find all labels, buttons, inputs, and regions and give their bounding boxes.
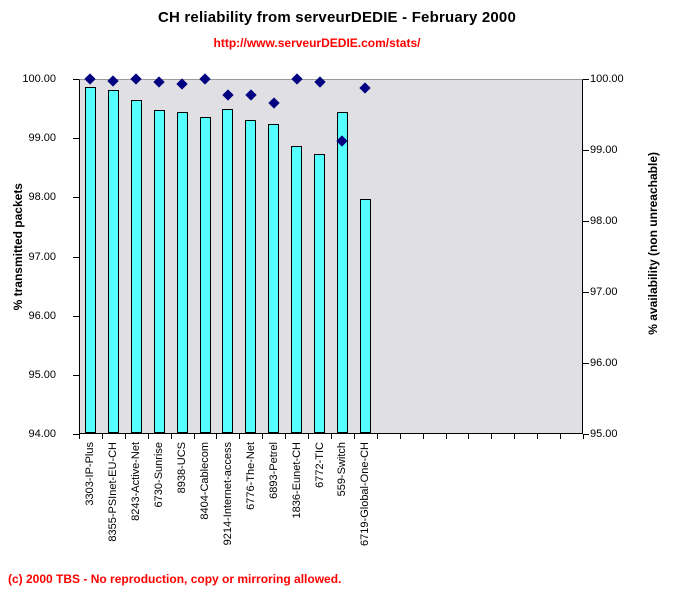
left-axis-tick: [73, 315, 79, 317]
x-axis-tick: [262, 434, 264, 439]
x-axis-tick: [376, 434, 378, 439]
copyright-notice: (c) 2000 TBS - No reproduction, copy or …: [8, 572, 342, 586]
bar-6772-TIC: [314, 154, 326, 433]
x-axis-tick: [331, 434, 332, 439]
left-axis-tick-label: 100.00: [22, 73, 56, 85]
x-axis-tick: [491, 434, 493, 439]
category-label: 9214-Internet-access: [221, 442, 234, 546]
category-label: 1836-Eunet-CH: [290, 442, 303, 519]
right-axis-tick-label: 95.00: [590, 428, 618, 440]
bar-6776-The-Net: [245, 119, 257, 433]
category-label: 8243-Active-Net: [130, 442, 143, 521]
bar-8355-PSInet-EU-CH: [107, 90, 119, 433]
left-axis-tick-label: 98.00: [28, 191, 56, 204]
left-axis-tick-label: 96.00: [28, 309, 56, 322]
x-axis-tick: [308, 434, 310, 439]
left-axis-tick: [73, 256, 79, 258]
category-label: 8938-UCS: [176, 442, 189, 494]
bar-1836-Eunet-CH: [291, 146, 303, 433]
right-axis-tick-label: 96.00: [590, 357, 618, 369]
left-axis-tick: [73, 434, 79, 435]
right-axis-tick: [583, 150, 589, 151]
bar-3303-IP-Plus: [84, 87, 96, 433]
x-axis-tick: [101, 434, 103, 439]
x-axis-tick: [537, 434, 539, 439]
right-axis-tick: [583, 79, 589, 80]
right-axis-tick: [583, 363, 589, 364]
left-axis-tick: [73, 79, 79, 80]
right-axis-title: % availability (non unreachable): [646, 152, 660, 335]
x-axis-tick: [124, 434, 126, 439]
right-axis-tick: [583, 221, 589, 222]
left-axis-tick: [73, 197, 79, 199]
bar-8243-Active-Net: [130, 99, 142, 433]
x-axis-tick: [583, 434, 584, 439]
x-axis-tick: [514, 434, 516, 439]
category-label: 559-Switch: [336, 442, 349, 497]
left-axis-tick-label: 97.00: [28, 250, 56, 263]
category-label: 3303-IP-Plus: [84, 442, 97, 506]
x-axis-tick: [79, 434, 80, 439]
right-axis-tick-label: 97.00: [590, 286, 618, 298]
x-axis-tick: [468, 434, 470, 439]
bar-9214-Internet-access: [222, 109, 234, 433]
x-axis-tick: [285, 434, 287, 439]
left-axis-tick: [73, 138, 79, 140]
left-axis-tick-label: 99.00: [28, 132, 56, 145]
bar-8938-UCS: [176, 111, 188, 433]
category-label: 6730-Sunrise: [153, 442, 166, 508]
bar-6893-Petrel: [268, 123, 280, 433]
stats-url: http://www.serveurDEDIE.com/stats/: [213, 36, 421, 50]
x-axis-tick: [193, 434, 195, 439]
left-axis-tick: [73, 374, 79, 376]
category-label: 6772-TIC: [313, 442, 326, 488]
right-axis-tick: [583, 292, 589, 293]
bar-6730-Sunrise: [153, 110, 165, 433]
x-axis-tick: [445, 434, 447, 439]
x-axis-tick: [170, 434, 172, 439]
left-axis-tick-label: 95.00: [28, 368, 56, 381]
left-axis-tick-label: 94.00: [28, 428, 56, 440]
bar-8404-Cablecom: [199, 116, 211, 433]
category-label: 8355-PSInet-EU-CH: [107, 442, 120, 542]
chart-title: CH reliability from serveurDEDIE - Febru…: [157, 9, 517, 26]
category-label: 6893-Petrel: [267, 442, 280, 499]
x-axis-tick: [216, 434, 218, 439]
category-label: 8404-Cablecom: [199, 442, 211, 520]
x-axis-tick: [399, 434, 401, 439]
x-axis-tick: [422, 434, 424, 439]
x-axis-tick: [560, 434, 562, 439]
right-axis-tick: [583, 434, 589, 435]
x-axis-tick: [239, 434, 241, 439]
category-label: 6719-Global-One-CH: [359, 442, 372, 546]
right-axis-tick-label: 100.00: [590, 73, 624, 85]
bar-559-Switch: [336, 111, 348, 433]
x-axis-tick: [147, 434, 149, 439]
bar-6719-Global-One-CH: [359, 198, 371, 433]
right-axis-tick-label: 98.00: [590, 215, 618, 227]
category-label: 6776-The-Net: [244, 442, 257, 510]
right-axis-tick-label: 99.00: [590, 144, 618, 156]
x-axis-tick: [353, 434, 355, 439]
